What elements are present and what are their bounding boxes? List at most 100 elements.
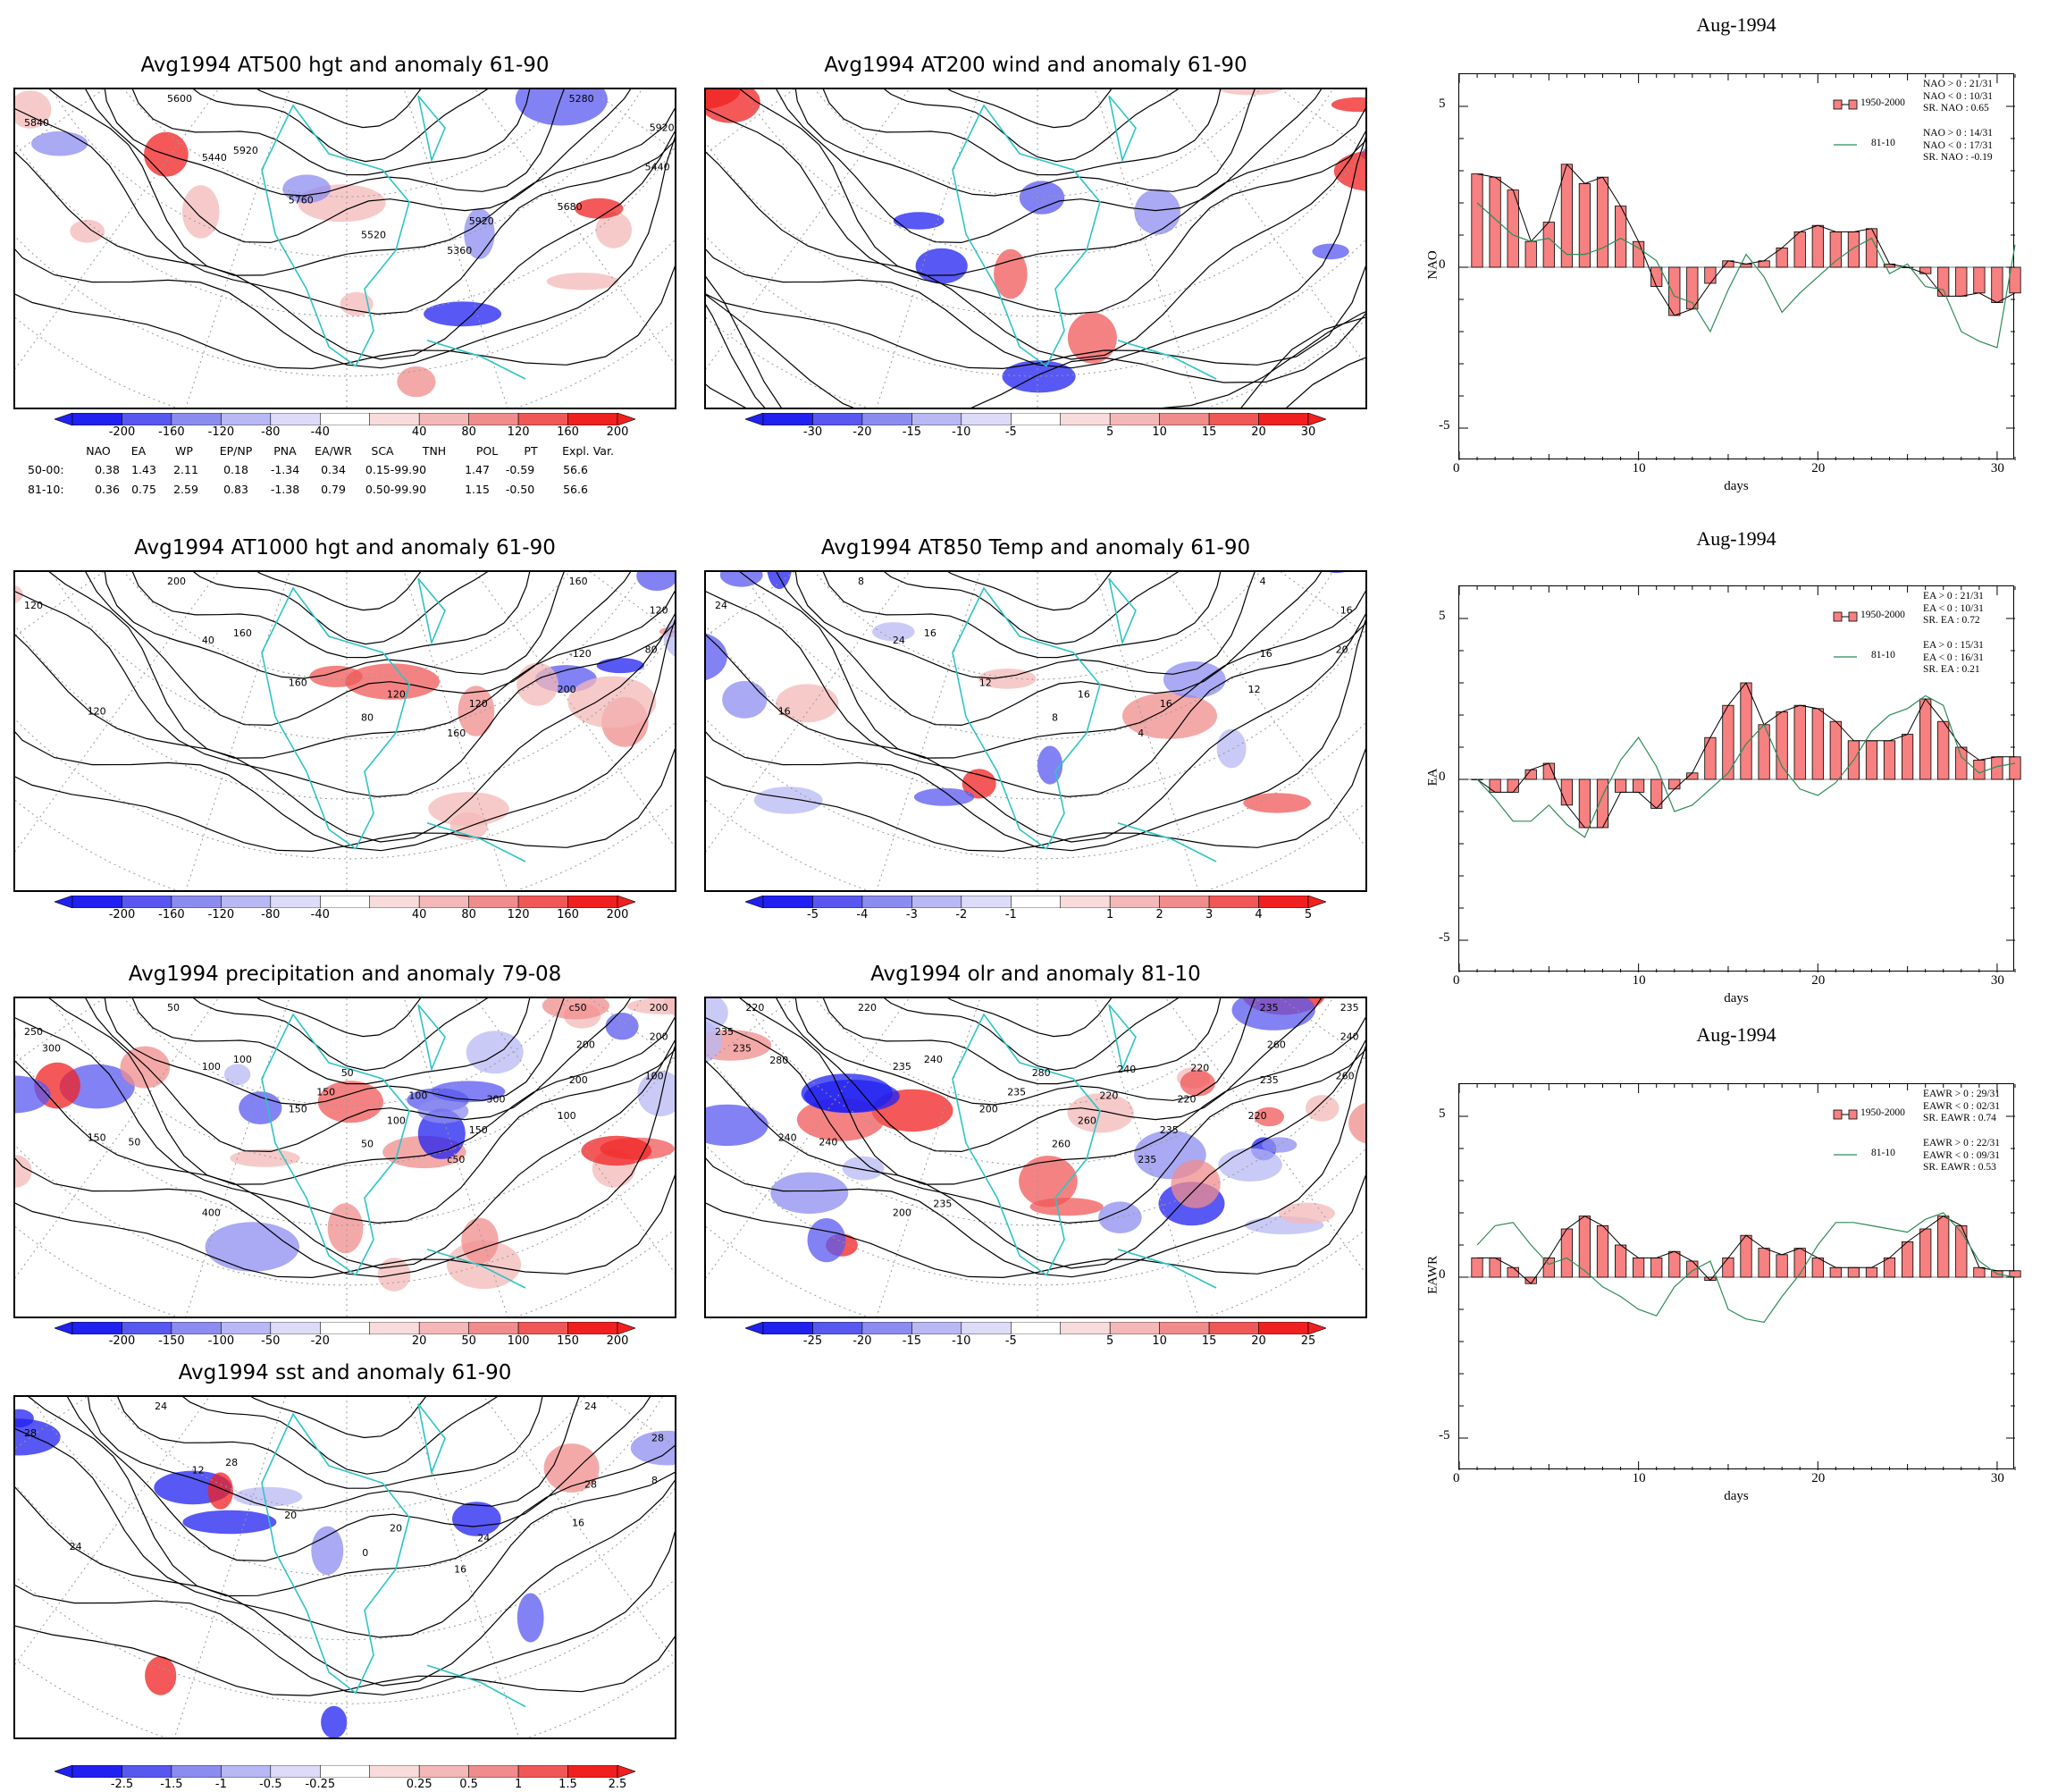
contour-label: 120 (88, 706, 106, 718)
anomaly-region (842, 1156, 885, 1181)
anomaly-region (1121, 693, 1218, 739)
colorbar-tick-label: 20 (1251, 1334, 1266, 1348)
colorbar: -200 -150 -100 -50 -20 20 50 100 150 200 (55, 1322, 635, 1349)
anomaly-region (327, 1203, 364, 1254)
bar (1704, 266, 1717, 284)
contour-line (250, 1397, 426, 1439)
colorbar-tick-label: 30 (1300, 425, 1316, 439)
contour-line (85, 998, 632, 1153)
colorbar-tick-label: 150 (557, 1334, 579, 1348)
meridian-line (1037, 572, 1367, 580)
bar (1596, 1224, 1609, 1278)
contour-line (15, 1479, 675, 1687)
meridian-line (347, 572, 676, 580)
contour-line (131, 998, 531, 1085)
index-value: 1.47 (465, 463, 490, 476)
colorbar-swatch (1060, 1322, 1111, 1334)
index-table-header-row: NAO EA WP EP/NP PNA EA/WR SCA TNH POL PT… (25, 444, 615, 460)
contour-line (794, 89, 1256, 197)
contour-label: 280 (769, 1055, 788, 1066)
colorbar-tick-label: 160 (557, 908, 579, 921)
coastline (1117, 1249, 1217, 1289)
colorbar-swatch (418, 1322, 470, 1334)
coastline (1108, 95, 1137, 163)
anomaly-region (15, 1155, 32, 1188)
anomaly-region (605, 1013, 639, 1040)
anomaly-region (340, 291, 374, 316)
contour-line (15, 1427, 675, 1638)
contour-line (884, 998, 1180, 1072)
colorbar-tick-label: -200 (108, 1334, 136, 1348)
colorbar-arrow (745, 896, 764, 908)
anomaly-region (205, 1222, 299, 1272)
contour-label: 160 (289, 677, 307, 688)
anomaly-region (893, 212, 945, 230)
contour-label: 120 (24, 600, 43, 611)
colorbar-tick-label: 80 (461, 908, 476, 921)
contour-line (15, 1039, 675, 1269)
meridian-line (185, 89, 290, 408)
contour-line (28, 1397, 675, 1597)
legend-line-stat: EA < 0 : 16/31 (1923, 652, 1984, 663)
colorbar-tick-label: -0.5 (259, 1778, 282, 1791)
colorbar-tick-label: -20 (310, 1334, 330, 1348)
contour-line (182, 1397, 499, 1475)
anomaly-region (321, 1705, 348, 1737)
bar (1847, 231, 1860, 268)
colorbar-tick-label: -40 (310, 908, 330, 921)
meridian-line (15, 998, 347, 1006)
contour-label: 120 (387, 689, 406, 701)
coastline (261, 1013, 410, 1276)
line-series (1476, 1212, 2016, 1324)
anomaly-region (1333, 151, 1365, 191)
bar (1560, 164, 1573, 268)
legend-bar-swatch (1848, 99, 1858, 110)
timeseries-chart: Aug-1994 5 0 -5 0 10 20 30 days NAO 1950-2000 81-10… (1394, 13, 2055, 513)
teleconnection-index-table: NAO EA WP EP/NP PNA EA/WR SCA TNH POL PT… (25, 444, 615, 503)
map-panel: Avg1994 AT500 hgt and anomaly 61-90 5280 5… (13, 54, 676, 440)
contour-label: 12 (1248, 684, 1261, 695)
legend-line-stat: EAWR > 0 : 22/31 (1923, 1138, 2001, 1148)
colorbar-tick-label: -150 (158, 1334, 185, 1348)
contour-label: 260 (1336, 1071, 1355, 1082)
y-tick-label: -5 (1439, 930, 1450, 945)
anomaly-region (230, 1148, 300, 1167)
coastline (417, 95, 446, 163)
meridian-line (876, 572, 981, 890)
anomaly-region (872, 622, 915, 642)
legend-line-stat: SR. NAO : -0.19 (1923, 152, 1993, 163)
colorbar-tick-label: 15 (1201, 1334, 1217, 1348)
contour-line (256, 998, 422, 1038)
contour-label: 50 (361, 1139, 374, 1150)
colorbar-swatch (468, 1322, 519, 1334)
contour-label: 24 (155, 1401, 167, 1412)
colorbar-tick-label: -5 (1004, 1334, 1017, 1348)
bar (1758, 1248, 1770, 1278)
contour-line (15, 613, 675, 843)
contour-label: 80 (645, 644, 658, 656)
contour-label: 200 (650, 1002, 668, 1014)
contour-line (66, 1397, 651, 1561)
colorbar-swatch (270, 413, 321, 425)
y-tick-label: 0 (1439, 770, 1446, 784)
colorbar-tick-label: -80 (261, 425, 281, 439)
colorbar-swatch (1010, 413, 1062, 425)
timeseries-chart: Aug-1994 5 0 -5 0 10 20 30 days EA 1950-2000 81-10 E… (1394, 527, 2055, 1025)
anomaly-region (15, 1075, 51, 1114)
bar-series-line (1477, 1216, 2015, 1284)
colorbar-tick-label: -1 (214, 1778, 227, 1791)
legend-bar-swatch (1848, 611, 1858, 622)
contour-line (15, 1530, 675, 1695)
bar (1865, 228, 1878, 268)
anomaly-region (309, 665, 363, 687)
colorbar-swatch (171, 896, 222, 908)
anomaly-region (15, 1418, 61, 1456)
contour-line (706, 1039, 1365, 1269)
colorbar-tick-label: 2 (1155, 908, 1163, 921)
colorbar-swatch (517, 1322, 568, 1334)
contour-label: 160 (447, 728, 466, 739)
contour-line (15, 591, 675, 798)
meridian-line (15, 1397, 210, 1665)
anomaly-region (311, 1526, 344, 1576)
contour-line (776, 572, 1323, 727)
